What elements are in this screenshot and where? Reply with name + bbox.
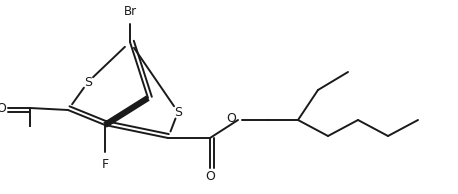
Text: O: O (226, 113, 236, 126)
Text: O: O (205, 170, 215, 183)
Text: F: F (101, 158, 109, 171)
Text: S: S (174, 106, 182, 119)
Text: Br: Br (124, 5, 136, 18)
Text: S: S (84, 75, 92, 88)
Text: O: O (0, 101, 6, 114)
